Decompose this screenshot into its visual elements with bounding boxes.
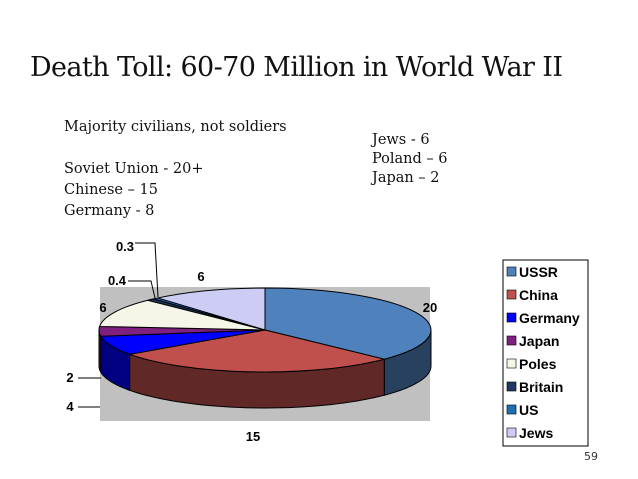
legend-swatch-china (506, 289, 517, 300)
legend-swatch-britain (506, 381, 517, 392)
legend-label-germany: Germany (519, 310, 580, 326)
data-label-jews: 6 (197, 269, 204, 284)
legend-swatch-germany (506, 312, 517, 323)
data-label-germany: 4 (66, 399, 74, 414)
legend-swatch-us (506, 404, 517, 415)
pie-slice-china (127, 329, 385, 373)
legend (502, 259, 589, 447)
pie-slice-poles (98, 299, 266, 331)
note-line: Poland – 6 (372, 151, 448, 167)
leader-line-britain (128, 280, 156, 299)
data-label-britain: 0.4 (108, 273, 127, 288)
note-line: Japan – 2 (372, 170, 440, 186)
note-line: Chinese – 15 (64, 182, 158, 198)
legend-label-us: US (519, 402, 538, 418)
note-line: Majority civilians, not soldiers (64, 119, 287, 135)
legend-label-britain: Britain (519, 379, 563, 395)
data-label-ussr: 20 (423, 300, 437, 315)
notes-right: Jews - 6 Poland – 6 Japan – 2 (372, 131, 448, 188)
legend-label-jews: Jews (519, 425, 553, 441)
note-line: Germany - 8 (64, 203, 155, 219)
slide-number: 59 (584, 450, 598, 463)
legend-label-poles: Poles (519, 356, 557, 372)
notes-left: Majority civilians, not soldiers Soviet … (64, 117, 287, 222)
data-label-us: 0.3 (116, 239, 134, 254)
legend-swatch-japan (506, 335, 517, 346)
legend-label-ussr: USSR (519, 264, 558, 280)
pie-slice-ussr (264, 287, 432, 360)
legend-label-china: China (519, 287, 558, 303)
data-label-japan: 2 (66, 370, 73, 385)
leader-line-us (135, 242, 159, 298)
legend-swatch-ussr (506, 266, 517, 277)
legend-label-japan: Japan (519, 333, 559, 349)
legend-swatch-jews (506, 427, 517, 438)
data-label-poles: 6 (99, 300, 106, 315)
pie-slice-jews (157, 287, 266, 331)
legend-swatch-poles (506, 358, 517, 369)
slide-title: Death Toll: 60-70 Million in World War I… (30, 52, 563, 83)
note-line: Jews - 6 (372, 132, 430, 148)
note-line: Soviet Union - 20+ (64, 161, 204, 177)
data-label-china: 15 (246, 429, 260, 444)
